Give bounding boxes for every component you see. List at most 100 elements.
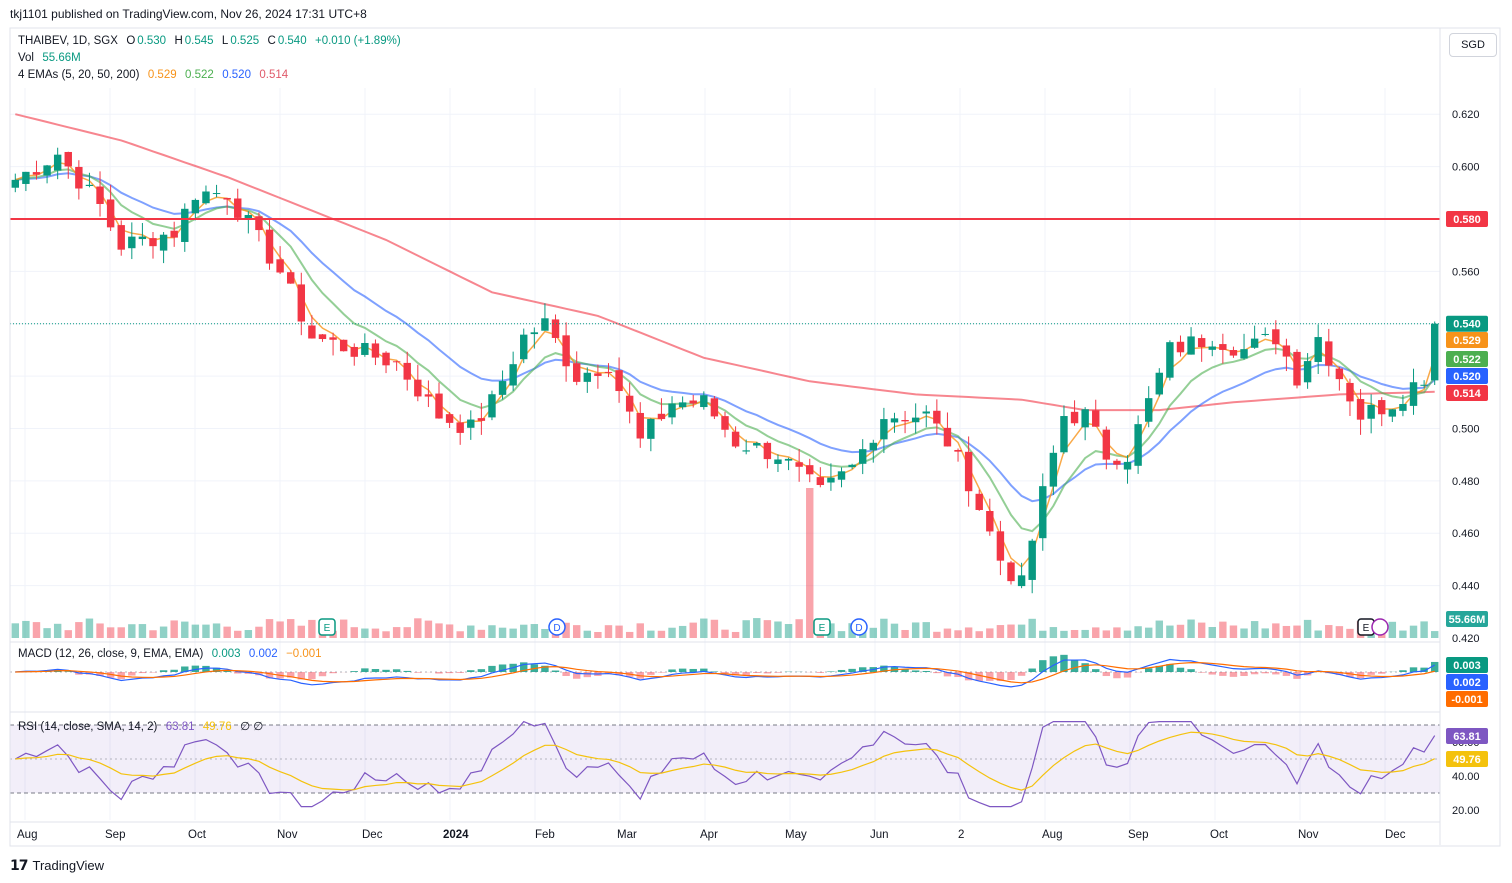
candle-body — [1123, 461, 1132, 470]
macd-histogram-bar — [1261, 672, 1269, 674]
candle-body — [170, 230, 178, 238]
time-tick-label: Nov — [277, 829, 298, 841]
candle-body — [22, 171, 30, 184]
footer-logo[interactable]: 𝟭𝟳 TradingView — [10, 857, 104, 874]
macd-value-tag: 0.003 — [1453, 660, 1481, 672]
macd-histogram-bar — [223, 670, 231, 672]
macd-histogram-bar — [731, 672, 740, 676]
candle-body — [530, 332, 539, 335]
time-tick-label: Oct — [1210, 829, 1229, 841]
candle-body — [1155, 372, 1164, 395]
candle-body — [647, 418, 655, 439]
candle-body — [403, 362, 411, 380]
candle-body — [551, 319, 560, 338]
price-tick-label: 0.600 — [1452, 162, 1480, 174]
candle-body — [911, 417, 920, 423]
ema50-path — [15, 172, 1436, 503]
volume-bar — [297, 625, 306, 638]
candle-body — [350, 346, 358, 357]
candle-body — [678, 402, 687, 408]
volume-bar — [806, 488, 814, 638]
price-tick-label: 0.420 — [1452, 633, 1480, 645]
volume-bar — [1272, 623, 1280, 638]
candle-body — [615, 370, 623, 392]
volume-bar — [583, 630, 592, 638]
candle-body — [774, 459, 782, 464]
macd-histogram-bar — [350, 671, 358, 672]
macd-histogram-bar — [1123, 672, 1132, 678]
candle-body — [1113, 460, 1121, 465]
candle-body — [668, 403, 676, 418]
macd-histogram-bar — [816, 672, 825, 673]
macd-histogram-bar — [191, 665, 200, 672]
volume-bar — [435, 623, 443, 638]
candle-body — [1060, 416, 1068, 453]
candle-body — [297, 284, 306, 322]
last-price-tag: 0.540 — [1453, 319, 1481, 331]
earnings-event-icon — [813, 618, 831, 636]
volume-bars — [11, 488, 1439, 638]
volume-bar — [350, 627, 358, 638]
candle-body — [85, 184, 94, 186]
candle-body — [128, 236, 136, 249]
legend-macd: MACD (12, 26, close, 9, EMA, EMA) 0.003 … — [18, 648, 324, 660]
macd-histogram-bar — [456, 672, 464, 673]
candle-body — [1219, 344, 1227, 350]
candle-body — [880, 419, 888, 440]
rsi-tick-label: 20.00 — [1452, 805, 1480, 817]
price-tick-label: 0.440 — [1452, 581, 1480, 593]
macd-histogram-bar — [1346, 672, 1354, 678]
volume-bar — [1102, 630, 1111, 638]
volume-bar — [700, 618, 708, 638]
macd-histogram-bar — [827, 671, 835, 672]
candle-body — [255, 216, 263, 231]
macd-histogram-bar — [1155, 665, 1164, 672]
legend-c: 0.540 — [277, 35, 307, 47]
macd-histogram-bar — [837, 669, 846, 672]
macd-histogram-bar — [212, 667, 221, 672]
candle-body — [1102, 429, 1111, 460]
macd-histogram-bar — [753, 672, 761, 674]
candle-body — [1325, 341, 1333, 366]
ema-price-tag: 0.514 — [1453, 388, 1481, 400]
volume-bar — [22, 620, 30, 638]
earnings-event-icon — [318, 618, 336, 636]
candle-body — [1303, 361, 1312, 383]
volume-bar — [1039, 630, 1047, 638]
candle-body — [784, 458, 793, 461]
price-tick-label: 0.560 — [1452, 266, 1480, 278]
legend-rsi: RSI (14, close, SMA, 14, 2) 63.81 49.76 … — [18, 719, 265, 733]
candle-body — [53, 154, 62, 171]
volume-bar — [244, 630, 253, 638]
time-tick-label: Mar — [617, 829, 637, 841]
candle-body — [308, 325, 316, 339]
candle-body — [339, 339, 348, 352]
volume-bar — [308, 619, 316, 638]
currency-button[interactable]: SGD — [1449, 33, 1497, 57]
legend-vol-val: 55.66M — [42, 52, 81, 64]
candle-body — [1261, 333, 1269, 335]
macd-histogram-bar — [615, 672, 623, 676]
macd-histogram-bar — [1282, 672, 1291, 676]
macd-histogram-bar — [668, 669, 676, 672]
candle-body — [1335, 368, 1344, 380]
resistance-line — [10, 217, 1440, 325]
macd-histogram-bar — [1092, 669, 1100, 672]
volume-bar — [636, 623, 644, 638]
volume-bar — [520, 624, 528, 638]
ema200-line — [15, 113, 1435, 412]
volume-bar — [721, 629, 729, 638]
volume-bar — [445, 624, 454, 638]
legend-rsi-extra: ∅ ∅ — [240, 721, 264, 733]
legend-emas: 4 EMAs (5, 20, 50, 200) 0.529 0.522 0.52… — [18, 69, 290, 81]
volume-bar — [255, 626, 263, 638]
rsi-ma-value-tag-bg — [1446, 751, 1488, 767]
candle-body — [1070, 411, 1079, 424]
macd-histogram-bar — [414, 672, 422, 673]
volume-bar — [96, 623, 104, 638]
legend-macd-val: 0.003 — [211, 648, 241, 660]
macd-histogram-bar — [964, 672, 973, 681]
macd-value-tag-bg — [1446, 657, 1488, 673]
macd-histogram-bar — [911, 670, 920, 672]
